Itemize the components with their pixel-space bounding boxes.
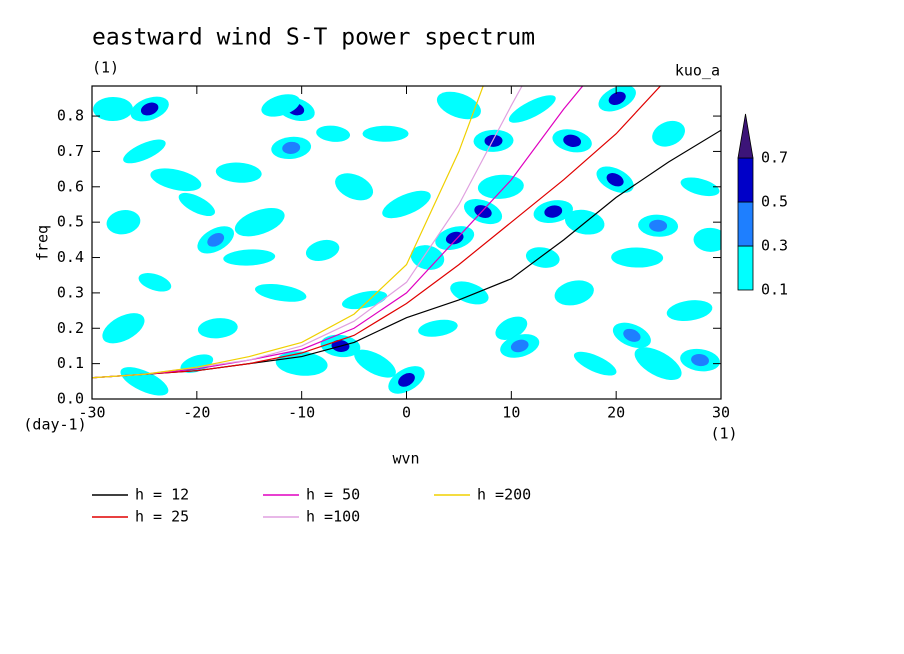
contour-patch [693, 227, 721, 252]
contour-patch [477, 174, 524, 199]
y-tick-label: 0.6 [57, 177, 84, 195]
contour-patch [691, 354, 709, 367]
x-axis-label: wvn [392, 450, 419, 468]
y-tick-label: 0.5 [57, 213, 84, 231]
contour-patch [495, 316, 528, 340]
contour-patch [123, 139, 166, 164]
y-tick-label: 0.3 [57, 283, 84, 301]
dispersion-curve [92, 86, 584, 379]
contour-patch [508, 95, 556, 123]
x-tick-label: -20 [183, 404, 210, 422]
y-tick-label: 0.2 [57, 319, 84, 337]
contour-patch [140, 102, 159, 116]
contour-patch [215, 162, 262, 183]
colorbar-label: 0.3 [761, 237, 788, 255]
x-tick-label: 10 [502, 404, 520, 422]
contour-patch [554, 280, 594, 306]
dispersion-curve [92, 86, 662, 379]
x-tick-label: -10 [288, 404, 315, 422]
contour-patch [354, 349, 396, 378]
contour-patch [573, 351, 617, 376]
contour-patch [623, 328, 641, 342]
contour-patch [445, 231, 464, 245]
contour-patch [282, 141, 301, 154]
contour-patch [608, 91, 626, 106]
contour-patch [680, 177, 720, 197]
contour-patch [649, 219, 668, 232]
colorbar-label: 0.1 [761, 281, 788, 299]
field [92, 86, 721, 396]
colorbar-label: 0.5 [761, 193, 788, 211]
legend-label: h =200 [477, 486, 531, 504]
contour-patch [544, 205, 563, 218]
contour-patch [418, 319, 458, 337]
colorbar-label: 0.7 [761, 149, 788, 167]
contour-patch [666, 300, 713, 321]
legend-label: h = 50 [306, 486, 360, 504]
contour-patch [436, 91, 481, 120]
x-tick-label: 30 [712, 404, 730, 422]
contour-patch [261, 94, 301, 117]
y-tick-label: 0.7 [57, 142, 84, 160]
x-tick-label: 0 [402, 404, 411, 422]
contour-patch [510, 339, 529, 353]
contour-patch [450, 281, 489, 305]
contour-patch [305, 239, 340, 261]
contour-patch [362, 125, 409, 142]
contour-patch [120, 367, 169, 396]
x-units: (1) [710, 425, 737, 443]
contour-patch [92, 96, 133, 121]
contour-patch [525, 247, 560, 268]
x-tick-label: 20 [607, 404, 625, 422]
legend-label: h = 12 [135, 486, 189, 504]
contour-patch [275, 351, 328, 376]
contour-patch [335, 173, 374, 201]
contour-patch [634, 347, 682, 381]
contour-patch [207, 233, 225, 247]
y-tick-label: 0.4 [57, 248, 84, 266]
y-tick-label: 0.8 [57, 107, 84, 125]
contour-patch [234, 208, 285, 237]
contour-patch [150, 168, 202, 192]
contour-patch [197, 318, 238, 339]
contour-patch [398, 373, 415, 387]
dispersion-curve [92, 86, 484, 379]
contour-patch [223, 249, 276, 266]
colorbar-box [737, 201, 754, 247]
x-tick-label: -30 [78, 404, 105, 422]
contour-patch [102, 313, 145, 344]
contour-patch [106, 209, 141, 235]
subtitle: (1) [92, 59, 119, 77]
contour-patch [606, 173, 624, 187]
legend-label: h = 25 [135, 508, 189, 526]
contour-patch [254, 284, 307, 302]
contour-patch [652, 120, 685, 147]
y-axis-label: freq [34, 225, 52, 261]
colorbar-extend [737, 113, 754, 159]
y-tick-label: 0.0 [57, 390, 84, 408]
colorbar-box [737, 245, 754, 291]
contour-patch [342, 290, 388, 310]
y-tick-label: 0.1 [57, 354, 84, 372]
contour-patch [563, 134, 582, 147]
contour-patch [180, 354, 214, 373]
contour-patch [316, 125, 351, 142]
legend-label: h =100 [306, 508, 360, 526]
contour-patch [382, 190, 431, 219]
curves [92, 86, 721, 379]
y-units: (day-1) [23, 416, 86, 434]
contour-patch [178, 192, 216, 217]
chart-title: eastward wind S-T power spectrum [92, 25, 535, 51]
contour-patch [138, 273, 172, 292]
contour-patch [611, 247, 664, 268]
contour-patch [484, 134, 503, 147]
annotation: kuo_a [675, 62, 720, 80]
colorbar-box [737, 157, 754, 203]
